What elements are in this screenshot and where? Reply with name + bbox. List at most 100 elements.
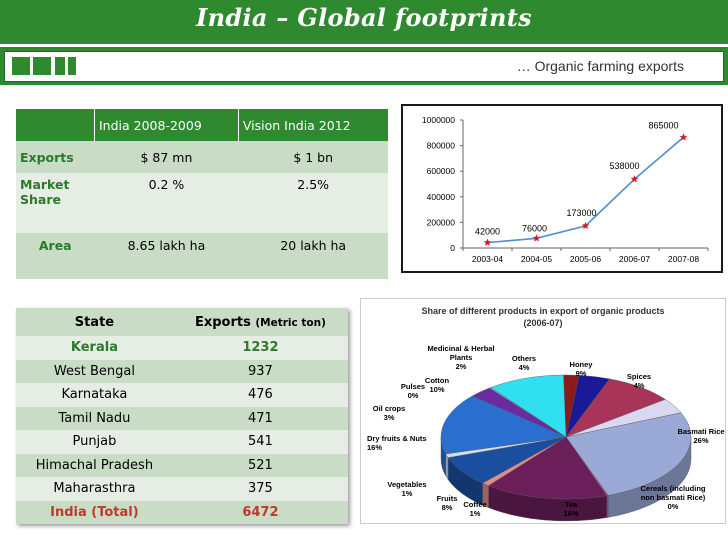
decor-square-1-icon — [12, 57, 30, 75]
pie-slice-label: Oil crops 3% — [373, 404, 406, 422]
pie-label-line: 4% — [634, 381, 645, 390]
pie-label-line: 4% — [519, 363, 530, 372]
data-point-marker — [483, 238, 492, 246]
summary-header-2012: Vision India 2012 — [237, 109, 388, 142]
table-row-total: India (Total) 6472 — [16, 500, 348, 524]
pie-label-line: 1% — [402, 489, 413, 498]
y-tick-label: 1000000 — [422, 115, 455, 125]
y-tick-label: 600000 — [427, 166, 456, 176]
state-value: 6472 — [172, 500, 348, 524]
state-name: Karnataka — [16, 383, 173, 407]
state-value: 375 — [172, 477, 348, 501]
line-chart-svg: 0 200000 400000 600000 800000 1000000 2003-04 2… — [422, 115, 709, 264]
state-name: West Bengal — [16, 359, 173, 383]
pie-label-line: 8% — [442, 503, 453, 512]
exports-line-chart: 0 200000 400000 600000 800000 1000000 2003-04 2… — [401, 104, 723, 273]
data-label: 865000 — [648, 120, 678, 130]
pie-label-line: Oil crops — [373, 404, 406, 413]
pie-slice-label: Basmati Rice 26% — [677, 427, 724, 445]
pie-label-line: Basmati Rice — [677, 427, 724, 436]
state-name: Kerala — [16, 336, 173, 360]
summary-row-market-share: Market Share 0.2 % 2.5% — [16, 173, 388, 233]
exports-unit: (Metric ton) — [255, 316, 326, 329]
y-tick-label: 800000 — [427, 141, 456, 151]
summary-cell: $ 1 bn — [238, 141, 388, 174]
pie-slice-label: Fruits 8% — [437, 494, 458, 512]
pie-slice — [440, 395, 567, 455]
summary-table: India 2008-2009 Vision India 2012 Export… — [16, 109, 388, 279]
table-row: West Bengal 937 — [16, 359, 348, 383]
state-value: 471 — [172, 406, 348, 430]
summary-row-label: Area — [16, 232, 95, 279]
summary-cell: $ 87 mn — [94, 141, 239, 174]
pie-slice-label: Dry fruits & Nuts 16% — [367, 434, 427, 452]
pie-label-line: 26% — [693, 436, 708, 445]
pie-label-line: 3% — [384, 413, 395, 422]
pie-subtitle: (2006-07) — [523, 318, 562, 328]
pie-slice — [490, 374, 567, 438]
pie-label-line: 16% — [563, 509, 578, 518]
data-label: 42000 — [475, 227, 500, 237]
pie-label-line: Vegetables — [387, 480, 426, 489]
summary-row-area: Area 8.65 lakh ha 20 lakh ha — [16, 232, 388, 279]
x-tick-label: 2007-08 — [668, 254, 699, 264]
summary-row-label: Market Share — [16, 173, 95, 233]
data-label: 76000 — [522, 223, 547, 233]
pie-label-line: Others — [512, 354, 536, 363]
y-tick-label: 200000 — [427, 217, 456, 227]
decor-square-4-icon — [68, 57, 76, 75]
table-row: Maharasthra 375 — [16, 477, 348, 501]
slide-subtitle: … Organic farming exports — [516, 58, 684, 74]
state-value: 937 — [172, 359, 348, 383]
x-tick-label: 2003-04 — [472, 254, 503, 264]
pie-slice-label: Spices 4% — [627, 372, 651, 390]
subtitle-panel — [4, 51, 724, 82]
pie-slice-label: Others 4% — [512, 354, 536, 372]
summary-cell: 2.5% — [238, 173, 388, 233]
pie-label-line: 16% — [367, 443, 382, 452]
decor-square-2-icon — [33, 57, 51, 75]
state-name: Maharasthra — [16, 477, 173, 501]
pie-slice-label: Honey 9% — [570, 360, 594, 378]
decor-square-3-icon — [55, 57, 65, 75]
summary-cell: 20 lakh ha — [238, 232, 388, 279]
pie-slice-label: Medicinal & Herbal Plants 2% — [427, 344, 494, 371]
pie-title: Share of different products in export of… — [421, 306, 664, 316]
pie-slice-side — [445, 453, 449, 481]
pie-label-line: Tea — [565, 500, 578, 509]
summary-header-row: India 2008-2009 Vision India 2012 — [16, 109, 388, 142]
exports-header-label: Exports — [194, 314, 251, 330]
pie-slice-label: Tea 16% — [563, 500, 578, 518]
product-share-pie-chart: Share of different products in export of… — [360, 298, 726, 524]
pie-slice-label: Coffee 1% — [463, 500, 486, 518]
pie-label-line: Dry fruits & Nuts — [367, 434, 427, 443]
pie-label-line: 9% — [576, 369, 587, 378]
table-row: Himachal Pradesh 521 — [16, 453, 348, 477]
pie-label-line: 2% — [456, 362, 467, 371]
state-name: Tamil Nadu — [16, 406, 173, 430]
pie-label-line: Plants — [450, 353, 473, 362]
data-point-marker — [581, 221, 590, 230]
pie-label-line: 1% — [470, 509, 481, 518]
pie-slice-label: Vegetables 1% — [387, 480, 426, 498]
y-tick-label: 400000 — [427, 192, 456, 202]
state-exports-table: State Exports (Metric ton) Kerala 1232 We… — [16, 308, 348, 524]
slide-title: India – Global footprints — [196, 3, 532, 32]
pie-label-line: Spices — [627, 372, 651, 381]
table-row: Kerala 1232 — [16, 336, 348, 360]
state-header: State — [16, 308, 173, 336]
state-name: Punjab — [16, 430, 173, 454]
state-name: India (Total) — [16, 500, 173, 524]
pie-label-line: Pulses — [401, 382, 425, 391]
pie-label-line: Medicinal & Herbal — [427, 344, 494, 353]
x-tick-label: 2004-05 — [521, 254, 552, 264]
pie-label-line: Cotton — [425, 376, 450, 385]
pie-slice-side — [606, 495, 609, 518]
summary-header-blank — [16, 109, 95, 142]
x-tick-label: 2005-06 — [570, 254, 601, 264]
pie-label-line: Honey — [570, 360, 594, 369]
title-divider — [0, 44, 728, 47]
y-tick-label: 0 — [450, 243, 455, 253]
pie-slice — [488, 436, 608, 500]
pie-label-line: 0% — [408, 391, 419, 400]
